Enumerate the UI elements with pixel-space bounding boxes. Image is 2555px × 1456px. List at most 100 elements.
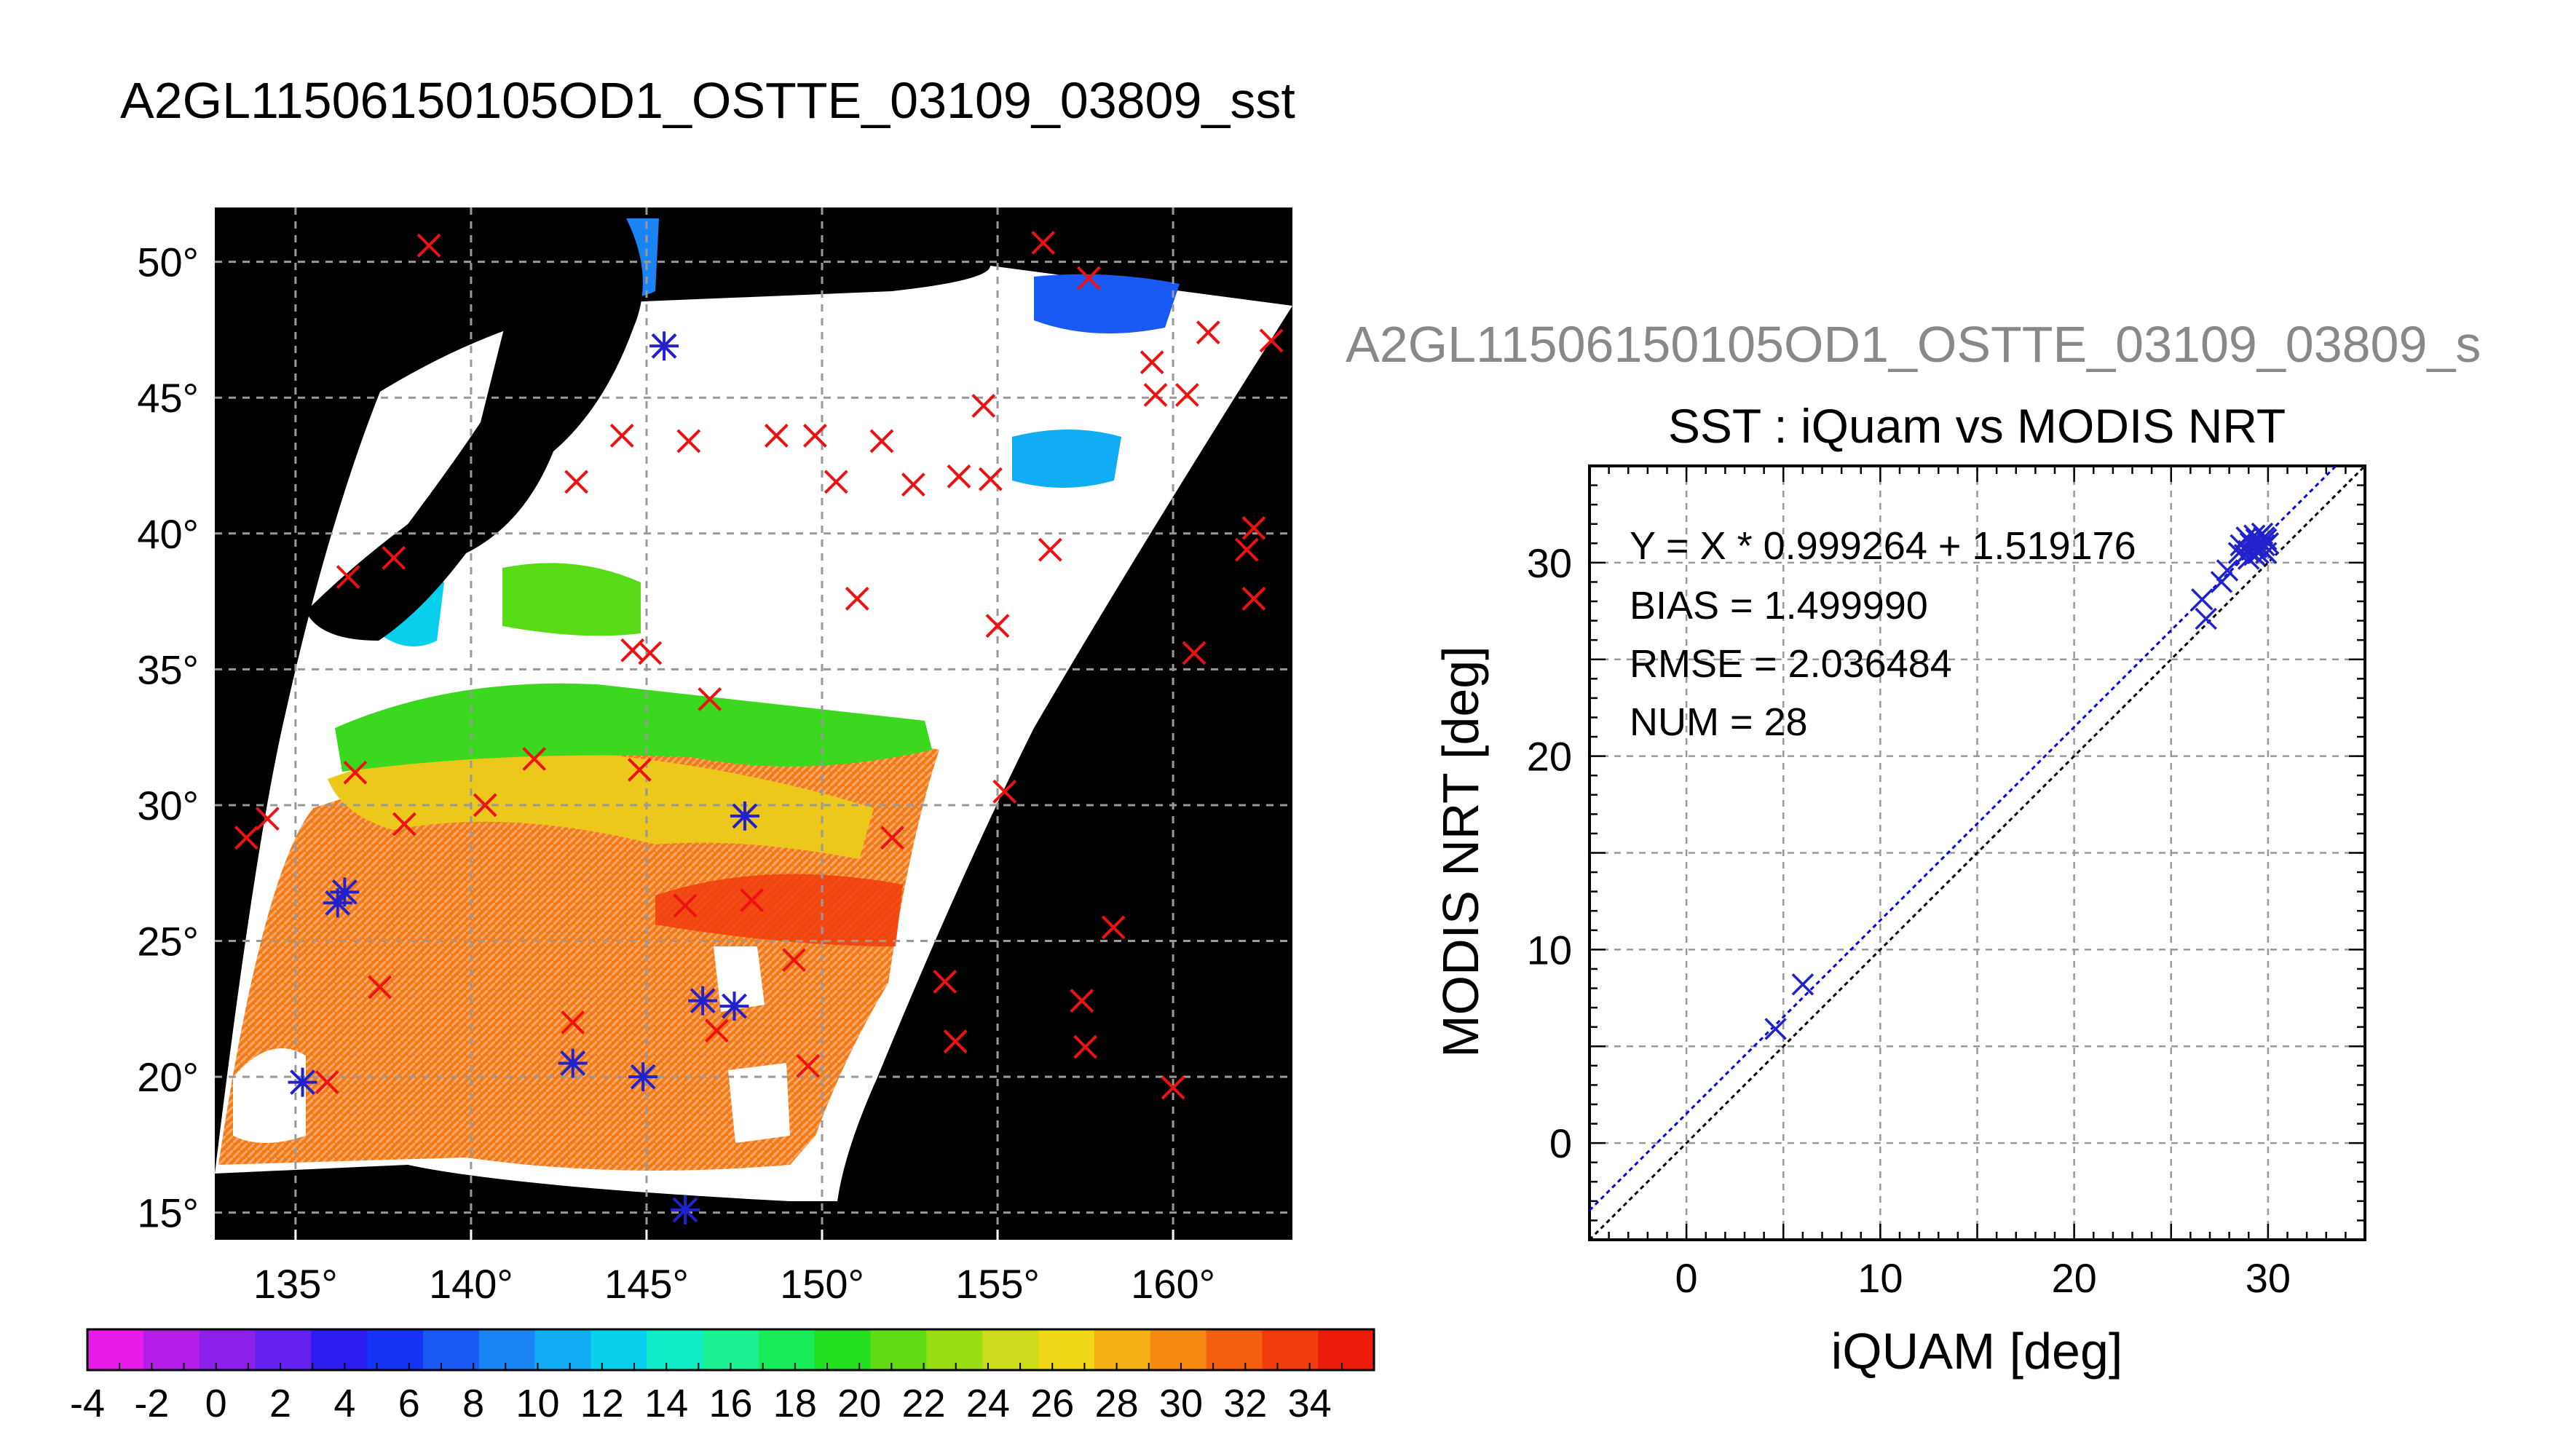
red-station-marker: [1241, 586, 1266, 611]
sst-green-band: [335, 683, 932, 772]
matchup-marker: [719, 992, 749, 1021]
scatter-ylabel: MODIS NRT [deg]: [1432, 646, 1489, 1057]
red-station-marker: [824, 470, 848, 494]
scatter-xtick-label: 0: [1675, 1255, 1698, 1301]
scatter-point: [2238, 539, 2260, 563]
matchup-marker: [730, 801, 759, 831]
red-station-marker: [416, 233, 441, 258]
colorbar-label: 12: [580, 1382, 624, 1425]
colorbar-label: 28: [1095, 1382, 1139, 1425]
red-station-marker: [627, 758, 652, 782]
red-station-marker: [901, 472, 925, 497]
colorbar-label: 30: [1159, 1382, 1203, 1425]
sst-white-gaps: [233, 946, 790, 1143]
colorbar-label: 14: [644, 1382, 688, 1425]
annotation-num: NUM = 28: [1630, 700, 1808, 744]
colorbar-label: 26: [1030, 1382, 1074, 1425]
colorbar-label: 34: [1288, 1382, 1332, 1425]
scatter-ytick-label: 30: [1527, 540, 1572, 586]
colorbar-label: 4: [333, 1382, 355, 1425]
annotation-bias: BIAS = 1.499990: [1630, 584, 1928, 628]
matchup-marker: [649, 331, 679, 361]
matchup-marker: [288, 1067, 317, 1097]
red-station-marker: [382, 545, 406, 570]
red-station-marker: [1076, 266, 1101, 290]
colorbar-segment: [1038, 1329, 1095, 1370]
red-station-marker: [1140, 350, 1164, 375]
scatter-point: [2210, 571, 2233, 593]
colorbar-label: -2: [134, 1382, 169, 1425]
colorbar-label: 22: [902, 1382, 946, 1425]
red-station-marker: [978, 467, 1003, 491]
colorbar-segment: [478, 1329, 536, 1370]
red-station-marker: [1174, 383, 1199, 407]
colorbar-segment: [1318, 1329, 1375, 1370]
map-lat-label: 40°: [137, 511, 199, 557]
red-station-marker: [1196, 320, 1220, 345]
red-station-marker: [992, 779, 1017, 804]
red-station-marker: [255, 807, 280, 831]
red-station-marker: [985, 614, 1010, 638]
sst-green-patch: [502, 563, 641, 636]
colorbar: -4 -2 0 2 4 6 8 10 12 14 16 18 20 22 24 26 28 30 32 34: [70, 1328, 1375, 1425]
red-station-marker: [704, 1018, 729, 1043]
map-lon-label: 135°: [253, 1261, 338, 1307]
red-station-marker: [1070, 989, 1094, 1013]
colorbar-segment: [87, 1329, 144, 1370]
scatter-point: [2256, 532, 2280, 555]
red-station-marker: [1073, 1034, 1097, 1059]
red-station-marker: [564, 470, 588, 494]
red-station-marker: [234, 826, 258, 850]
red-station-marker: [638, 641, 663, 665]
colorbar-segment: [1206, 1329, 1263, 1370]
scatter-ytick-label: 20: [1527, 734, 1572, 780]
red-station-marker: [1143, 383, 1168, 407]
red-station-marker: [845, 586, 869, 611]
scatter-ytick-label: 10: [1527, 927, 1572, 973]
scatter-point: [2253, 526, 2275, 549]
map-lat-label: 15°: [137, 1190, 199, 1236]
red-station-marker: [869, 429, 894, 454]
red-station-marker: [315, 1070, 339, 1094]
map-lon-label: 150°: [780, 1261, 864, 1307]
sst-hot-band: [655, 874, 903, 946]
sst-yellow-band: [328, 746, 874, 859]
red-station-marker: [947, 464, 971, 488]
matchup-marker: [558, 1048, 588, 1078]
map-lat-label: 25°: [137, 919, 199, 965]
scatter-point: [2245, 536, 2268, 558]
red-station-marker: [1101, 915, 1126, 940]
red-station-marker: [561, 1010, 585, 1034]
red-station-marker: [368, 975, 392, 1000]
colorbar-segment: [255, 1329, 312, 1370]
colorbar-segment: [199, 1329, 256, 1370]
map-lon-label: 145°: [604, 1261, 689, 1307]
colorbar-segment: [1150, 1329, 1207, 1370]
map-lat-label: 35°: [137, 646, 199, 692]
red-station-marker: [782, 948, 806, 973]
red-station-marker: [392, 812, 416, 836]
regression-line: [1590, 466, 2338, 1211]
colorbar-label: 16: [708, 1382, 752, 1425]
map-lat-label: 45°: [137, 375, 199, 421]
colorbar-label: 0: [205, 1382, 227, 1425]
red-station-marker: [473, 793, 497, 818]
sst-blue-ne: [1034, 274, 1180, 333]
scatter-point: [1764, 1018, 1787, 1040]
colorbar-segment: [870, 1329, 927, 1370]
matchup-marker: [323, 888, 352, 918]
colorbar-segment: [143, 1329, 200, 1370]
scatter-point: [2195, 607, 2217, 630]
colorbar-segment: [758, 1329, 816, 1370]
red-station-marker: [676, 429, 701, 454]
sst-warm-region: [218, 740, 939, 1171]
red-station-marker: [1234, 537, 1259, 562]
red-station-marker: [1031, 231, 1056, 255]
red-station-marker: [1259, 328, 1284, 353]
sst-map: 135° 140° 145° 150° 155° 160° 50° 45° 40° 35° 30° 2…: [137, 207, 1292, 1307]
colorbar-segment: [1094, 1329, 1151, 1370]
red-station-marker: [802, 424, 827, 448]
red-station-marker: [971, 393, 996, 418]
